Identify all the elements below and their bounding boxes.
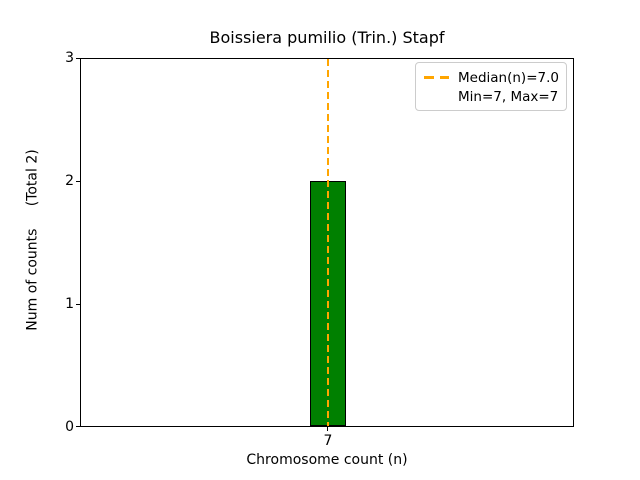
y-tick-mark-3 [76, 58, 80, 59]
y-tick-label-3: 3 [65, 50, 74, 66]
y-tick-label-0: 0 [65, 419, 74, 435]
x-tick-mark-7 [327, 427, 328, 431]
legend-median-label: Median(n)=7.0 [458, 69, 559, 86]
median-line [326, 59, 329, 426]
chart-title: Boissiera pumilio (Trin.) Stapf [209, 28, 445, 47]
legend-minmax-label: Min=7, Max=7 [458, 88, 559, 105]
legend-empty-marker [424, 95, 449, 98]
legend: Median(n)=7.0 Min=7, Max=7 [415, 62, 567, 111]
x-tick-label-7: 7 [323, 433, 333, 449]
legend-row-minmax: Min=7, Max=7 [424, 87, 558, 106]
y-tick-mark-2 [76, 181, 80, 182]
y-axis-label: Num of counts (Total 2) [24, 149, 41, 331]
y-tick-mark-0 [76, 426, 80, 427]
y-tick-mark-1 [76, 304, 80, 305]
y-tick-label-2: 2 [65, 173, 74, 189]
plot-area: Median(n)=7.0 Min=7, Max=7 [80, 58, 574, 427]
median-dashed-line-icon [424, 76, 449, 79]
y-tick-label-1: 1 [65, 296, 74, 312]
legend-row-median: Median(n)=7.0 [424, 68, 559, 87]
x-axis-label: Chromosome count (n) [246, 452, 408, 468]
